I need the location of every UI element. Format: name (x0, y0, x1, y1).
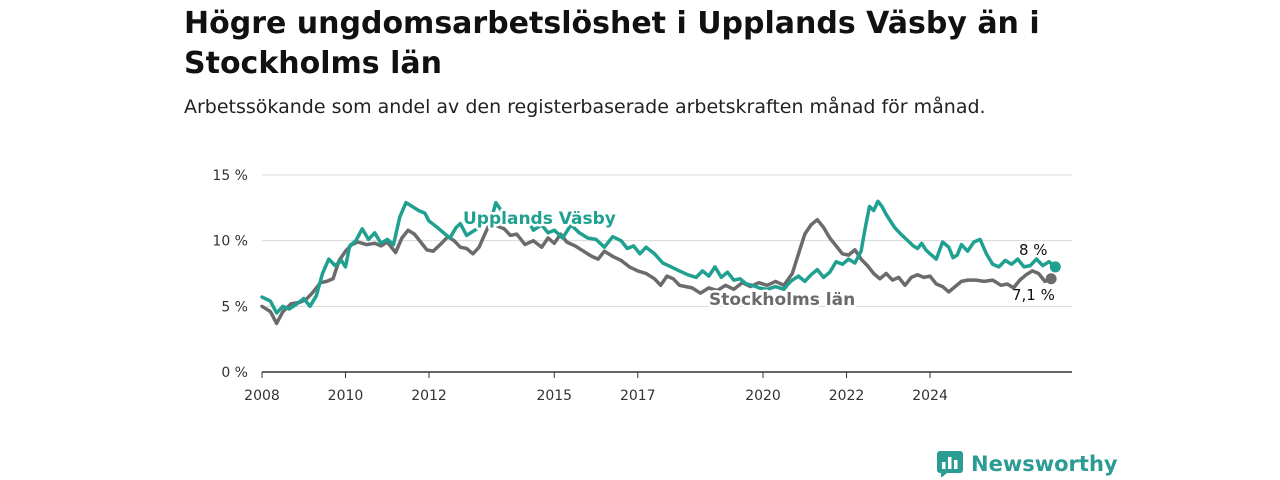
end-point-upplands-vasby (1049, 261, 1061, 273)
end-value-upplands-vasby: 8 % (1019, 241, 1048, 259)
series-lines (260, 199, 1061, 326)
brand-name: Newsworthy (971, 452, 1118, 476)
series-label-stockholms-lan: Stockholms län (709, 290, 855, 310)
x-tick-label: 2010 (328, 388, 364, 404)
x-tick-label: 2020 (745, 388, 781, 404)
y-tick-label: 10 % (212, 234, 248, 250)
series-labels: Upplands Väsby Stockholms län 8 % 7,1 % (461, 207, 1055, 313)
grid-lines (262, 174, 1072, 307)
x-tick-label: 2012 (411, 388, 447, 404)
chart-title: Högre ungdomsarbetslöshet i Upplands Väs… (184, 6, 1040, 81)
chart-subtitle: Arbetssökande som andel av den registerb… (184, 96, 986, 118)
x-tick-label: 2017 (620, 388, 656, 404)
end-point-stockholms-lan (1045, 273, 1057, 285)
y-tick-label: 0 % (221, 365, 248, 381)
newsworthy-brand[interactable]: Newsworthy (937, 449, 1118, 479)
x-tick-label: 2024 (912, 388, 948, 404)
y-tick-label: 15 % (212, 168, 248, 184)
x-tick-label: 2008 (244, 388, 280, 404)
series-label-upplands-vasby: Upplands Väsby (463, 209, 616, 229)
series-line-upplands-vasby (260, 199, 1058, 315)
newsworthy-logo-icon (937, 451, 963, 477)
y-tick-label: 5 % (221, 299, 248, 315)
end-value-stockholms-lan: 7,1 % (1012, 286, 1055, 304)
series-line-stockholms-lan (260, 217, 1053, 326)
y-axis-ticks: 0 % 5 % 10 % 15 % (212, 168, 248, 381)
x-tick-label: 2015 (536, 388, 572, 404)
x-tick-label: 2022 (829, 388, 865, 404)
x-axis-ticks: 2008 2010 2012 2015 2017 2020 2022 2024 (244, 372, 948, 404)
